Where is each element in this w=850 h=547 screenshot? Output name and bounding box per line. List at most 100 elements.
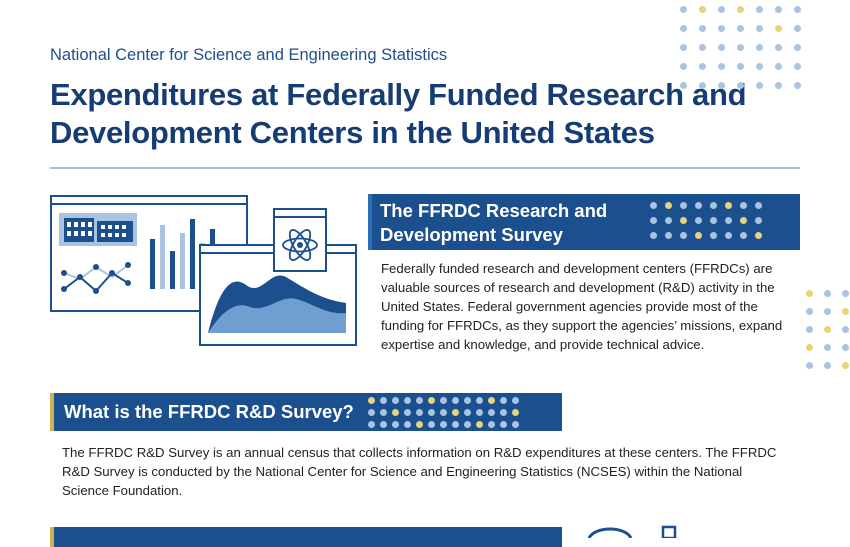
decorative-dot (794, 44, 801, 51)
decorative-dot (500, 409, 507, 416)
survey-description: Federally funded research and developmen… (381, 261, 783, 352)
atom-icon (282, 229, 318, 261)
decorative-dot (794, 6, 801, 13)
decorative-dot (737, 6, 744, 13)
decorative-dot (440, 397, 447, 404)
decorative-dot (756, 63, 763, 70)
decorative-dot (680, 63, 687, 70)
decorative-dot (416, 397, 423, 404)
next-section-heading (50, 527, 562, 547)
survey-section-heading: The FFRDC Research and Development Surve… (368, 194, 800, 250)
decorative-dot (775, 25, 782, 32)
what-is-survey-description: The FFRDC R&D Survey is an annual census… (62, 445, 777, 498)
decorative-dot (380, 421, 387, 428)
decorative-dot (392, 421, 399, 428)
decorative-dot (380, 409, 387, 416)
decorative-dot (428, 409, 435, 416)
circle-icon (587, 527, 633, 538)
decorative-dot (512, 421, 519, 428)
decorative-dot (380, 397, 387, 404)
decorative-dot (740, 232, 747, 239)
decorative-dot (500, 397, 507, 404)
decorative-dot (368, 421, 375, 428)
next-section-icons (587, 525, 677, 538)
decorative-dot (680, 25, 687, 32)
decorative-dot (699, 63, 706, 70)
decorative-dot (416, 409, 423, 416)
heading-accent (50, 393, 54, 431)
document-icon (661, 525, 677, 538)
decorative-dot (740, 202, 747, 209)
decorative-dot (806, 308, 813, 315)
decorative-dot (737, 82, 744, 89)
decorative-dot (725, 232, 732, 239)
decorative-dot (699, 82, 706, 89)
building-icon (59, 213, 137, 246)
decorative-dot (440, 421, 447, 428)
decorative-dot (710, 202, 717, 209)
decorative-dot (512, 397, 519, 404)
decorative-dot (824, 362, 831, 369)
decorative-dot (775, 63, 782, 70)
decorative-dot (699, 25, 706, 32)
decorative-dot (440, 409, 447, 416)
decorative-dot (755, 232, 762, 239)
decorative-dot (756, 82, 763, 89)
decorative-dot (695, 232, 702, 239)
decorative-dot (392, 397, 399, 404)
decorative-dot (737, 44, 744, 51)
decorative-dot (392, 409, 399, 416)
decorative-dot (512, 409, 519, 416)
decorative-dot (718, 6, 725, 13)
decorative-dot (650, 217, 657, 224)
decorative-dot (476, 397, 483, 404)
decorative-dot (775, 6, 782, 13)
what-is-survey-title: What is the FFRDC R&D Survey? (64, 401, 354, 422)
decorative-dot (824, 344, 831, 351)
decorative-dot (680, 232, 687, 239)
decorative-dot (488, 397, 495, 404)
decorative-dot (718, 25, 725, 32)
decorative-dot (775, 44, 782, 51)
decorative-dot (464, 421, 471, 428)
decorative-dot (665, 217, 672, 224)
decorative-dot (824, 326, 831, 333)
decorative-dot (680, 202, 687, 209)
decorative-dot (368, 409, 375, 416)
decorative-dot (650, 232, 657, 239)
decorative-dot (404, 421, 411, 428)
decorative-dot (794, 82, 801, 89)
decorative-dot (718, 63, 725, 70)
decorative-dot (737, 25, 744, 32)
decorative-dot (699, 6, 706, 13)
decorative-dot (842, 326, 849, 333)
atom-window (273, 208, 327, 272)
decorative-dot (488, 421, 495, 428)
survey-section-title: The FFRDC Research and Development Surve… (380, 200, 608, 245)
decorative-dot (416, 421, 423, 428)
decorative-dot (756, 44, 763, 51)
decorative-dot (428, 397, 435, 404)
decorative-dot (665, 232, 672, 239)
decorative-dot (680, 82, 687, 89)
decorative-dot (755, 202, 762, 209)
decorative-dot (476, 421, 483, 428)
decorative-dot (725, 217, 732, 224)
decorative-dot (755, 217, 762, 224)
decorative-dot (725, 202, 732, 209)
decorative-dot (500, 421, 507, 428)
dot-pattern-heading (650, 202, 800, 246)
decorative-dot (710, 232, 717, 239)
decorative-dot (665, 202, 672, 209)
decorative-dot (842, 308, 849, 315)
what-is-survey-heading: What is the FFRDC R&D Survey? (50, 393, 562, 431)
decorative-dot (794, 63, 801, 70)
decorative-dot (756, 25, 763, 32)
decorative-dot (452, 397, 459, 404)
decorative-dot (464, 409, 471, 416)
decorative-dot (695, 217, 702, 224)
decorative-dot (428, 421, 435, 428)
area-chart-icon (208, 275, 346, 333)
dot-pattern-heading (368, 397, 562, 428)
title-divider (50, 167, 800, 169)
